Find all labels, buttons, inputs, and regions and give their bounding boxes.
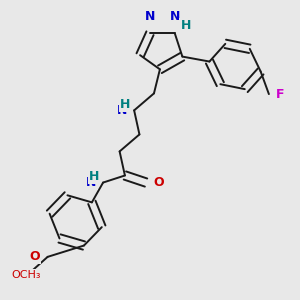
Text: N: N <box>169 10 180 22</box>
Text: H: H <box>120 98 130 111</box>
Text: H: H <box>89 170 100 183</box>
Text: H: H <box>181 19 191 32</box>
Text: F: F <box>276 88 285 100</box>
Text: OCH₃: OCH₃ <box>11 270 41 280</box>
Text: N: N <box>86 176 97 189</box>
Text: O: O <box>30 250 40 263</box>
Text: N: N <box>117 104 128 117</box>
Text: O: O <box>153 176 164 189</box>
Text: N: N <box>145 10 155 22</box>
